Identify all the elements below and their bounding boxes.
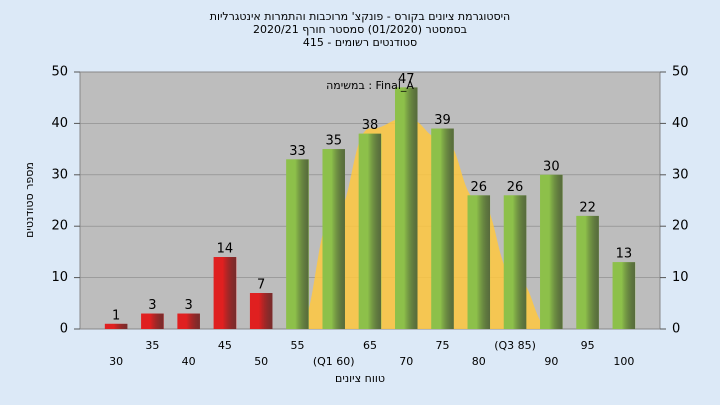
- chart-title: בסמסטר (01/2020) סמסטר חורף 2020/21: [253, 23, 467, 36]
- bar-shade: [395, 87, 418, 329]
- value-label: 22: [579, 200, 596, 215]
- x-axis-label: טווח ציונים: [335, 372, 385, 385]
- x-tick-label: 45: [218, 339, 232, 352]
- x-tick-label: 55: [290, 339, 304, 352]
- value-label: 26: [507, 180, 524, 195]
- value-label: 14: [217, 242, 234, 257]
- value-label: 3: [185, 298, 193, 313]
- value-label: 47: [398, 72, 415, 87]
- y2-tick-label: 20: [672, 219, 689, 234]
- y2-tick-label: 50: [672, 65, 689, 80]
- y-tick-label: 50: [51, 65, 68, 80]
- bar-shade: [141, 313, 164, 329]
- x-tick-label: 100: [613, 355, 634, 368]
- x-tick-label: 40: [182, 355, 196, 368]
- y2-tick-label: 30: [672, 167, 689, 182]
- x-tick-label: 75: [436, 339, 450, 352]
- bar-shade: [467, 195, 491, 329]
- bar-shade: [213, 257, 237, 329]
- value-label: 26: [471, 180, 488, 195]
- bar-shade: [104, 323, 128, 329]
- bar-shade: [503, 195, 527, 329]
- bar-shade: [612, 262, 636, 329]
- x-tick-label: 30: [109, 355, 123, 368]
- value-label: 39: [434, 113, 451, 128]
- x-tick-label: 50: [254, 355, 268, 368]
- chart-title: היסטוגרמת ציונים בקורס - פונקצ' מרוכבות …: [210, 10, 511, 23]
- y-tick-label: 30: [51, 167, 68, 182]
- y-tick-label: 10: [51, 270, 68, 285]
- y-axis-label: מספר סטודנטים: [23, 162, 36, 238]
- bar-shade: [177, 313, 200, 329]
- value-label: 38: [362, 118, 379, 133]
- value-label: 35: [325, 134, 342, 149]
- bar-shade: [540, 174, 563, 329]
- y-tick-label: 0: [60, 322, 68, 337]
- x-tick-label: 35: [145, 339, 159, 352]
- x-tick-label: (Q1 60): [313, 355, 355, 368]
- value-label: 3: [148, 298, 156, 313]
- bar-shade: [358, 133, 382, 329]
- bar-shade: [286, 159, 309, 329]
- bar-shade: [576, 215, 599, 329]
- x-tick-label: 90: [544, 355, 558, 368]
- annotation: במשימה : Final_A: [326, 79, 414, 92]
- x-tick-label: (Q3 85): [494, 339, 536, 352]
- y-tick-label: 40: [51, 116, 68, 131]
- x-tick-label: 95: [581, 339, 595, 352]
- x-tick-label: 70: [399, 355, 413, 368]
- value-label: 13: [616, 247, 633, 262]
- value-label: 1: [112, 308, 120, 323]
- y2-tick-label: 10: [672, 270, 689, 285]
- x-tick-label: 80: [472, 355, 486, 368]
- chart-title: סטודנטים רשומים - 415: [303, 36, 417, 49]
- bar-shade: [431, 128, 454, 329]
- x-tick-label: 65: [363, 339, 377, 352]
- bar-shade: [322, 149, 345, 329]
- y-tick-label: 20: [51, 219, 68, 234]
- value-label: 7: [257, 278, 265, 293]
- value-label: 33: [289, 144, 306, 159]
- y2-tick-label: 0: [672, 322, 680, 337]
- value-label: 30: [543, 159, 560, 174]
- bar-shade: [249, 293, 273, 329]
- y2-tick-label: 40: [672, 116, 689, 131]
